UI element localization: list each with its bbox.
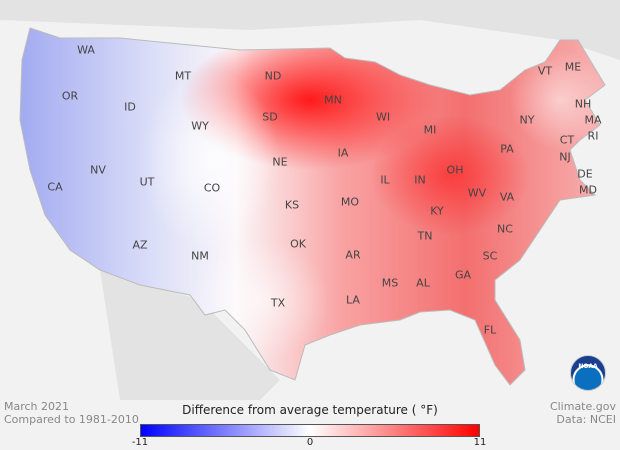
state-label-ar: AR <box>345 248 361 262</box>
state-label-nd: ND <box>264 69 282 83</box>
state-label-oh: OH <box>446 163 464 177</box>
us-contiguous <box>20 28 605 385</box>
state-label-me: ME <box>564 60 582 74</box>
state-label-tn: TN <box>417 229 433 243</box>
state-label-mn: MN <box>324 93 342 107</box>
state-label-ky: KY <box>430 204 444 218</box>
state-label-ok: OK <box>290 237 306 251</box>
temperature-map <box>0 0 620 400</box>
state-label-md: MD <box>579 183 597 197</box>
state-label-in: IN <box>414 173 426 187</box>
state-label-il: IL <box>380 173 390 187</box>
state-label-ne: NE <box>272 155 288 169</box>
state-label-ct: CT <box>559 133 575 147</box>
state-label-wy: WY <box>191 119 209 133</box>
footer-left: March 2021 Compared to 1981-2010 <box>4 400 139 426</box>
state-label-ia: IA <box>337 146 349 160</box>
state-label-ut: UT <box>139 175 155 189</box>
state-label-va: VA <box>499 190 515 204</box>
date-label: March 2021 <box>4 400 70 413</box>
state-label-nv: NV <box>90 163 106 177</box>
state-label-wv: WV <box>467 186 487 200</box>
state-label-de: DE <box>577 167 593 181</box>
state-label-id: ID <box>124 100 136 114</box>
state-label-nc: NC <box>497 222 513 236</box>
state-label-nh: NH <box>574 97 592 111</box>
mexico-land <box>100 270 280 400</box>
state-label-sd: SD <box>262 110 278 124</box>
source-label: Climate.gov <box>549 400 616 413</box>
state-label-ma: MA <box>584 113 602 127</box>
state-label-la: LA <box>346 293 360 307</box>
legend-min-label: -11 <box>131 437 149 448</box>
data-credit-label: Data: NCEI <box>556 413 616 426</box>
legend-color-bar <box>140 424 480 437</box>
state-label-ri: RI <box>587 129 599 143</box>
state-label-co: CO <box>203 181 221 195</box>
state-label-nj: NJ <box>559 150 571 164</box>
noaa-logo: NOAA <box>570 355 606 391</box>
state-label-vt: VT <box>537 64 553 78</box>
state-label-mo: MO <box>340 195 360 209</box>
state-label-ny: NY <box>519 113 535 127</box>
state-label-nm: NM <box>191 249 209 263</box>
state-label-ga: GA <box>454 268 472 282</box>
baseline-label: Compared to 1981-2010 <box>4 413 139 426</box>
state-label-sc: SC <box>482 249 498 263</box>
legend-title: Difference from average temperature ( °F… <box>182 403 438 417</box>
noaa-logo-text: NOAA <box>578 363 598 370</box>
state-label-ca: CA <box>47 180 63 194</box>
state-label-pa: PA <box>500 142 514 156</box>
legend-max-label: 11 <box>473 437 487 448</box>
state-label-wi: WI <box>375 110 391 124</box>
state-label-or: OR <box>61 89 79 103</box>
state-label-ms: MS <box>381 276 399 290</box>
state-label-wa: WA <box>77 43 95 57</box>
state-label-az: AZ <box>132 238 148 252</box>
legend-mid-label: 0 <box>306 437 314 448</box>
state-label-mi: MI <box>423 123 437 137</box>
footer-right: Climate.gov Data: NCEI <box>550 400 616 426</box>
us-outline <box>19 27 606 386</box>
state-label-fl: FL <box>483 323 497 337</box>
state-label-al: AL <box>416 276 430 290</box>
state-label-ks: KS <box>284 198 300 212</box>
state-label-tx: TX <box>270 296 286 310</box>
canada-land <box>0 0 620 60</box>
state-label-mt: MT <box>174 69 192 83</box>
